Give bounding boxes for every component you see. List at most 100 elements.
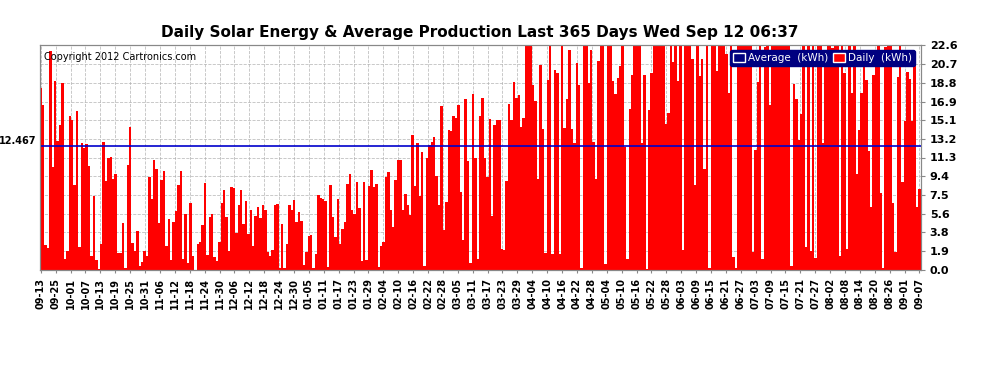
Bar [73,186,76,270]
Bar [805,247,807,270]
Bar [155,168,157,270]
Bar [421,152,424,270]
Bar [725,54,728,270]
Bar [776,45,778,270]
Bar [759,45,761,270]
Bar [327,267,330,270]
Bar [647,110,650,270]
Bar [566,99,568,270]
Bar [457,105,459,270]
Bar [884,47,887,270]
Bar [644,75,645,270]
Bar [438,205,441,270]
Bar [773,45,776,270]
Bar [641,143,644,270]
Bar [515,98,518,270]
Bar [337,199,339,270]
Bar [820,45,822,270]
Bar [537,178,540,270]
Bar [771,45,773,270]
Bar [346,184,348,270]
Bar [469,263,471,270]
Bar [218,242,221,270]
Bar [798,140,800,270]
Bar [259,218,261,270]
Bar [812,45,815,270]
Bar [454,117,457,270]
Bar [496,120,498,270]
Bar [827,45,829,270]
Bar [614,94,617,270]
Bar [696,45,699,270]
Bar [867,152,870,270]
Bar [822,143,824,270]
Bar [127,165,129,270]
Bar [694,185,696,270]
Bar [182,259,184,270]
Bar [256,207,259,270]
Bar [240,190,243,270]
Bar [880,193,882,270]
Bar [684,45,686,270]
Bar [196,244,199,270]
Bar [858,130,860,270]
Bar [105,181,107,270]
Bar [412,135,414,270]
Bar [875,67,877,270]
Bar [433,137,436,270]
Bar [467,161,469,270]
Bar [911,121,914,270]
Bar [281,224,283,270]
Bar [112,179,115,270]
Bar [429,145,431,270]
Bar [701,59,704,270]
Bar [59,126,61,270]
Bar [150,199,153,270]
Bar [397,160,399,270]
Bar [404,194,407,270]
Bar [223,190,226,270]
Bar [139,266,141,270]
Bar [322,199,325,270]
Bar [431,142,433,270]
Bar [738,45,740,270]
Bar [42,105,45,270]
Bar [793,84,795,270]
Bar [80,143,83,270]
Bar [634,45,636,270]
Bar [93,196,95,270]
Bar [877,45,880,270]
Bar [860,93,862,270]
Bar [221,203,223,270]
Bar [146,256,148,270]
Bar [365,260,368,270]
Bar [459,192,462,270]
Bar [580,268,583,270]
Bar [570,129,573,270]
Bar [901,182,904,270]
Bar [132,243,134,270]
Bar [249,210,252,270]
Bar [595,179,597,270]
Bar [199,242,201,270]
Bar [233,188,236,270]
Bar [276,204,278,270]
Bar [63,259,66,270]
Bar [187,263,189,270]
Bar [474,158,476,270]
Bar [845,249,848,270]
Bar [254,216,256,270]
Bar [749,45,751,270]
Bar [330,185,332,270]
Bar [348,174,351,270]
Bar [344,222,346,270]
Bar [129,127,132,270]
Bar [334,237,337,270]
Bar [286,244,288,270]
Bar [137,231,139,270]
Bar [382,242,385,270]
Bar [843,73,845,270]
Bar [906,72,909,270]
Bar [510,120,513,270]
Bar [489,119,491,270]
